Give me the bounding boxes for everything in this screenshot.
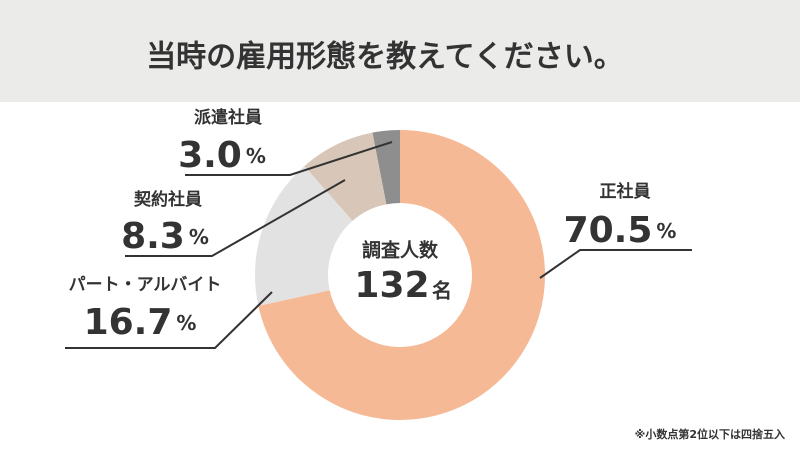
value-unit: % xyxy=(189,225,209,249)
value-label: 16.7% xyxy=(84,302,197,343)
value-unit: % xyxy=(176,311,196,335)
value-label: 8.3% xyxy=(121,216,209,257)
value-number: 16.7 xyxy=(84,302,173,343)
category-label: 正社員 xyxy=(600,181,651,202)
center-label: 調査人数 xyxy=(362,239,439,262)
value-number: 70.5 xyxy=(564,210,653,251)
value-label: 3.0% xyxy=(178,135,266,176)
header-band xyxy=(0,0,800,102)
center-total: 132 xyxy=(354,265,429,306)
value-label: 70.5% xyxy=(564,210,677,251)
donut-slice xyxy=(372,130,400,205)
value-number: 3.0 xyxy=(178,135,242,176)
donut-slice xyxy=(258,130,545,420)
category-label: 派遣社員 xyxy=(194,107,262,128)
leader-line xyxy=(185,141,393,176)
footnote: ※小数点第2位以下は四捨五入 xyxy=(635,427,785,441)
value-unit: % xyxy=(656,219,676,243)
category-label: パート・アルバイト xyxy=(69,275,222,295)
donut-slice xyxy=(304,132,387,221)
value-number: 8.3 xyxy=(121,216,185,257)
donut-slice xyxy=(255,166,353,306)
leader-line xyxy=(65,291,273,349)
leader-line xyxy=(539,249,692,279)
leader-line xyxy=(125,179,346,257)
center-unit: 名 xyxy=(432,279,452,303)
value-unit: % xyxy=(246,144,266,168)
category-label: 契約社員 xyxy=(133,189,202,210)
chart-title: 当時の雇用形態を教えてください。 xyxy=(146,40,624,75)
